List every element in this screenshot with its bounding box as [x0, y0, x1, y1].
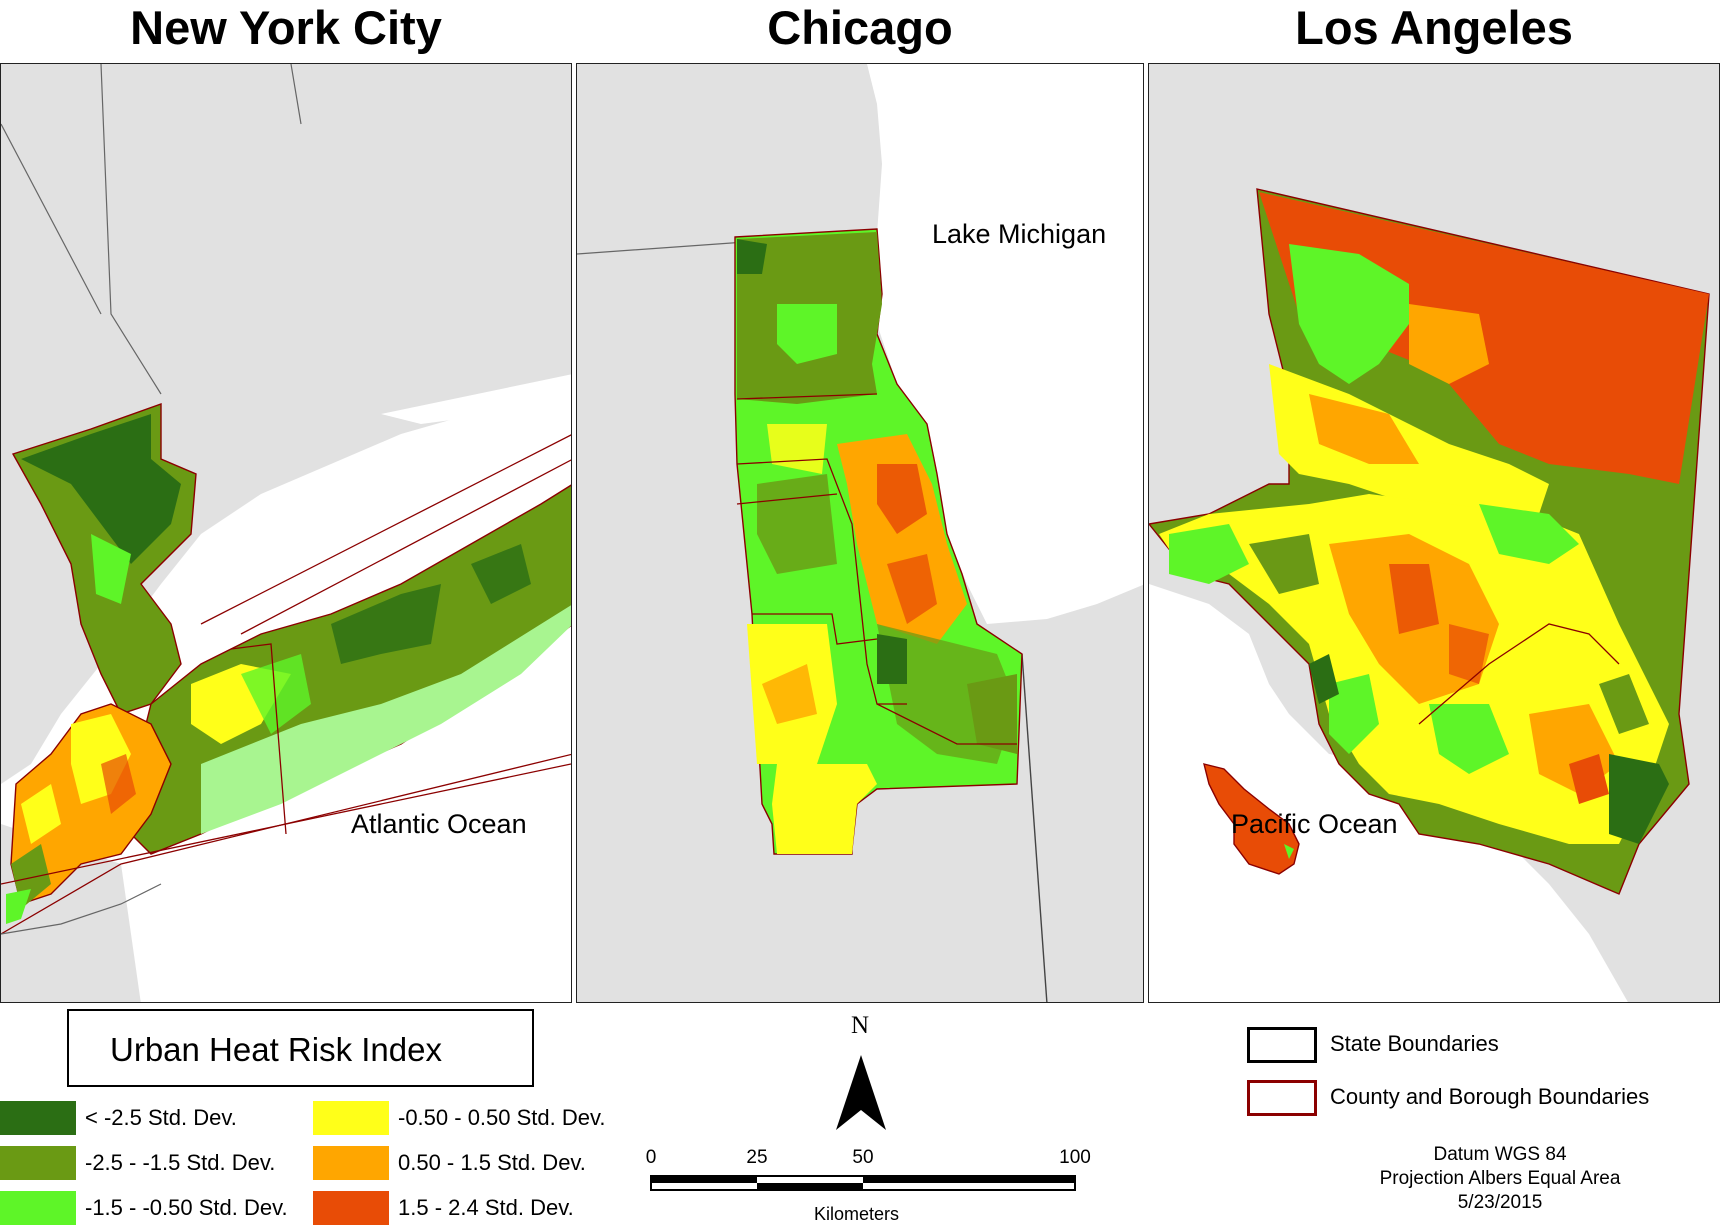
legend-label: County and Borough Boundaries — [1330, 1084, 1650, 1109]
scale-tick-100: 100 — [1059, 1147, 1091, 1168]
chicago-water-label: Lake Michigan — [932, 219, 1107, 249]
la-map — [1149, 64, 1719, 1002]
datum-text: Datum WGS 84 — [1433, 1144, 1567, 1165]
legend-label: 0.50 - 1.5 Std. Dev. — [398, 1150, 586, 1175]
legend-swatch — [1247, 1027, 1317, 1063]
legend-label: -0.50 - 0.50 Std. Dev. — [398, 1105, 606, 1130]
legend-swatch — [313, 1146, 389, 1180]
nyc-map — [1, 64, 571, 1002]
north-arrow-icon — [836, 1055, 886, 1130]
la-water-label: Pacific Ocean — [1231, 809, 1398, 839]
legend-swatch — [0, 1101, 76, 1135]
legend-swatch — [313, 1101, 389, 1135]
legend-label: < -2.5 Std. Dev. — [85, 1105, 237, 1130]
legend-label: -1.5 - -0.50 Std. Dev. — [85, 1195, 288, 1220]
legend-title: Urban Heat Risk Index — [110, 1031, 442, 1068]
legend-label: 1.5 - 2.4 Std. Dev. — [398, 1195, 574, 1220]
scale-tick-0: 0 — [645, 1147, 657, 1168]
nyc-water-label: Atlantic Ocean — [351, 809, 527, 839]
chicago-title: Chicago — [767, 1, 953, 54]
scale-bar — [650, 1175, 1076, 1191]
legend-swatch — [0, 1191, 76, 1225]
nyc-map-panel: Atlantic Ocean — [0, 63, 572, 1003]
legend-swatch — [0, 1146, 76, 1180]
legend-swatch — [1247, 1080, 1317, 1116]
legend-swatch — [313, 1191, 389, 1225]
nyc-title: New York City — [130, 1, 442, 54]
scale-tick-50: 50 — [852, 1147, 874, 1168]
legend-title-box — [67, 1009, 534, 1087]
la-map-panel: Pacific Ocean — [1148, 63, 1720, 1003]
map-metadata: Datum WGS 84 Projection Albers Equal Are… — [1340, 1143, 1660, 1215]
scale-tick-25: 25 — [746, 1147, 768, 1168]
chicago-map-panel: Lake Michigan — [576, 63, 1144, 1003]
scale-unit-label: Kilometers — [814, 1204, 900, 1224]
date-text: 5/23/2015 — [1457, 1192, 1543, 1213]
la-title: Los Angeles — [1295, 1, 1573, 54]
projection-text: Projection Albers Equal Area — [1379, 1168, 1621, 1189]
north-letter: N — [851, 1012, 870, 1039]
chicago-map — [577, 64, 1143, 1002]
legend-label: -2.5 - -1.5 Std. Dev. — [85, 1150, 276, 1175]
legend-label: State Boundaries — [1330, 1031, 1499, 1056]
